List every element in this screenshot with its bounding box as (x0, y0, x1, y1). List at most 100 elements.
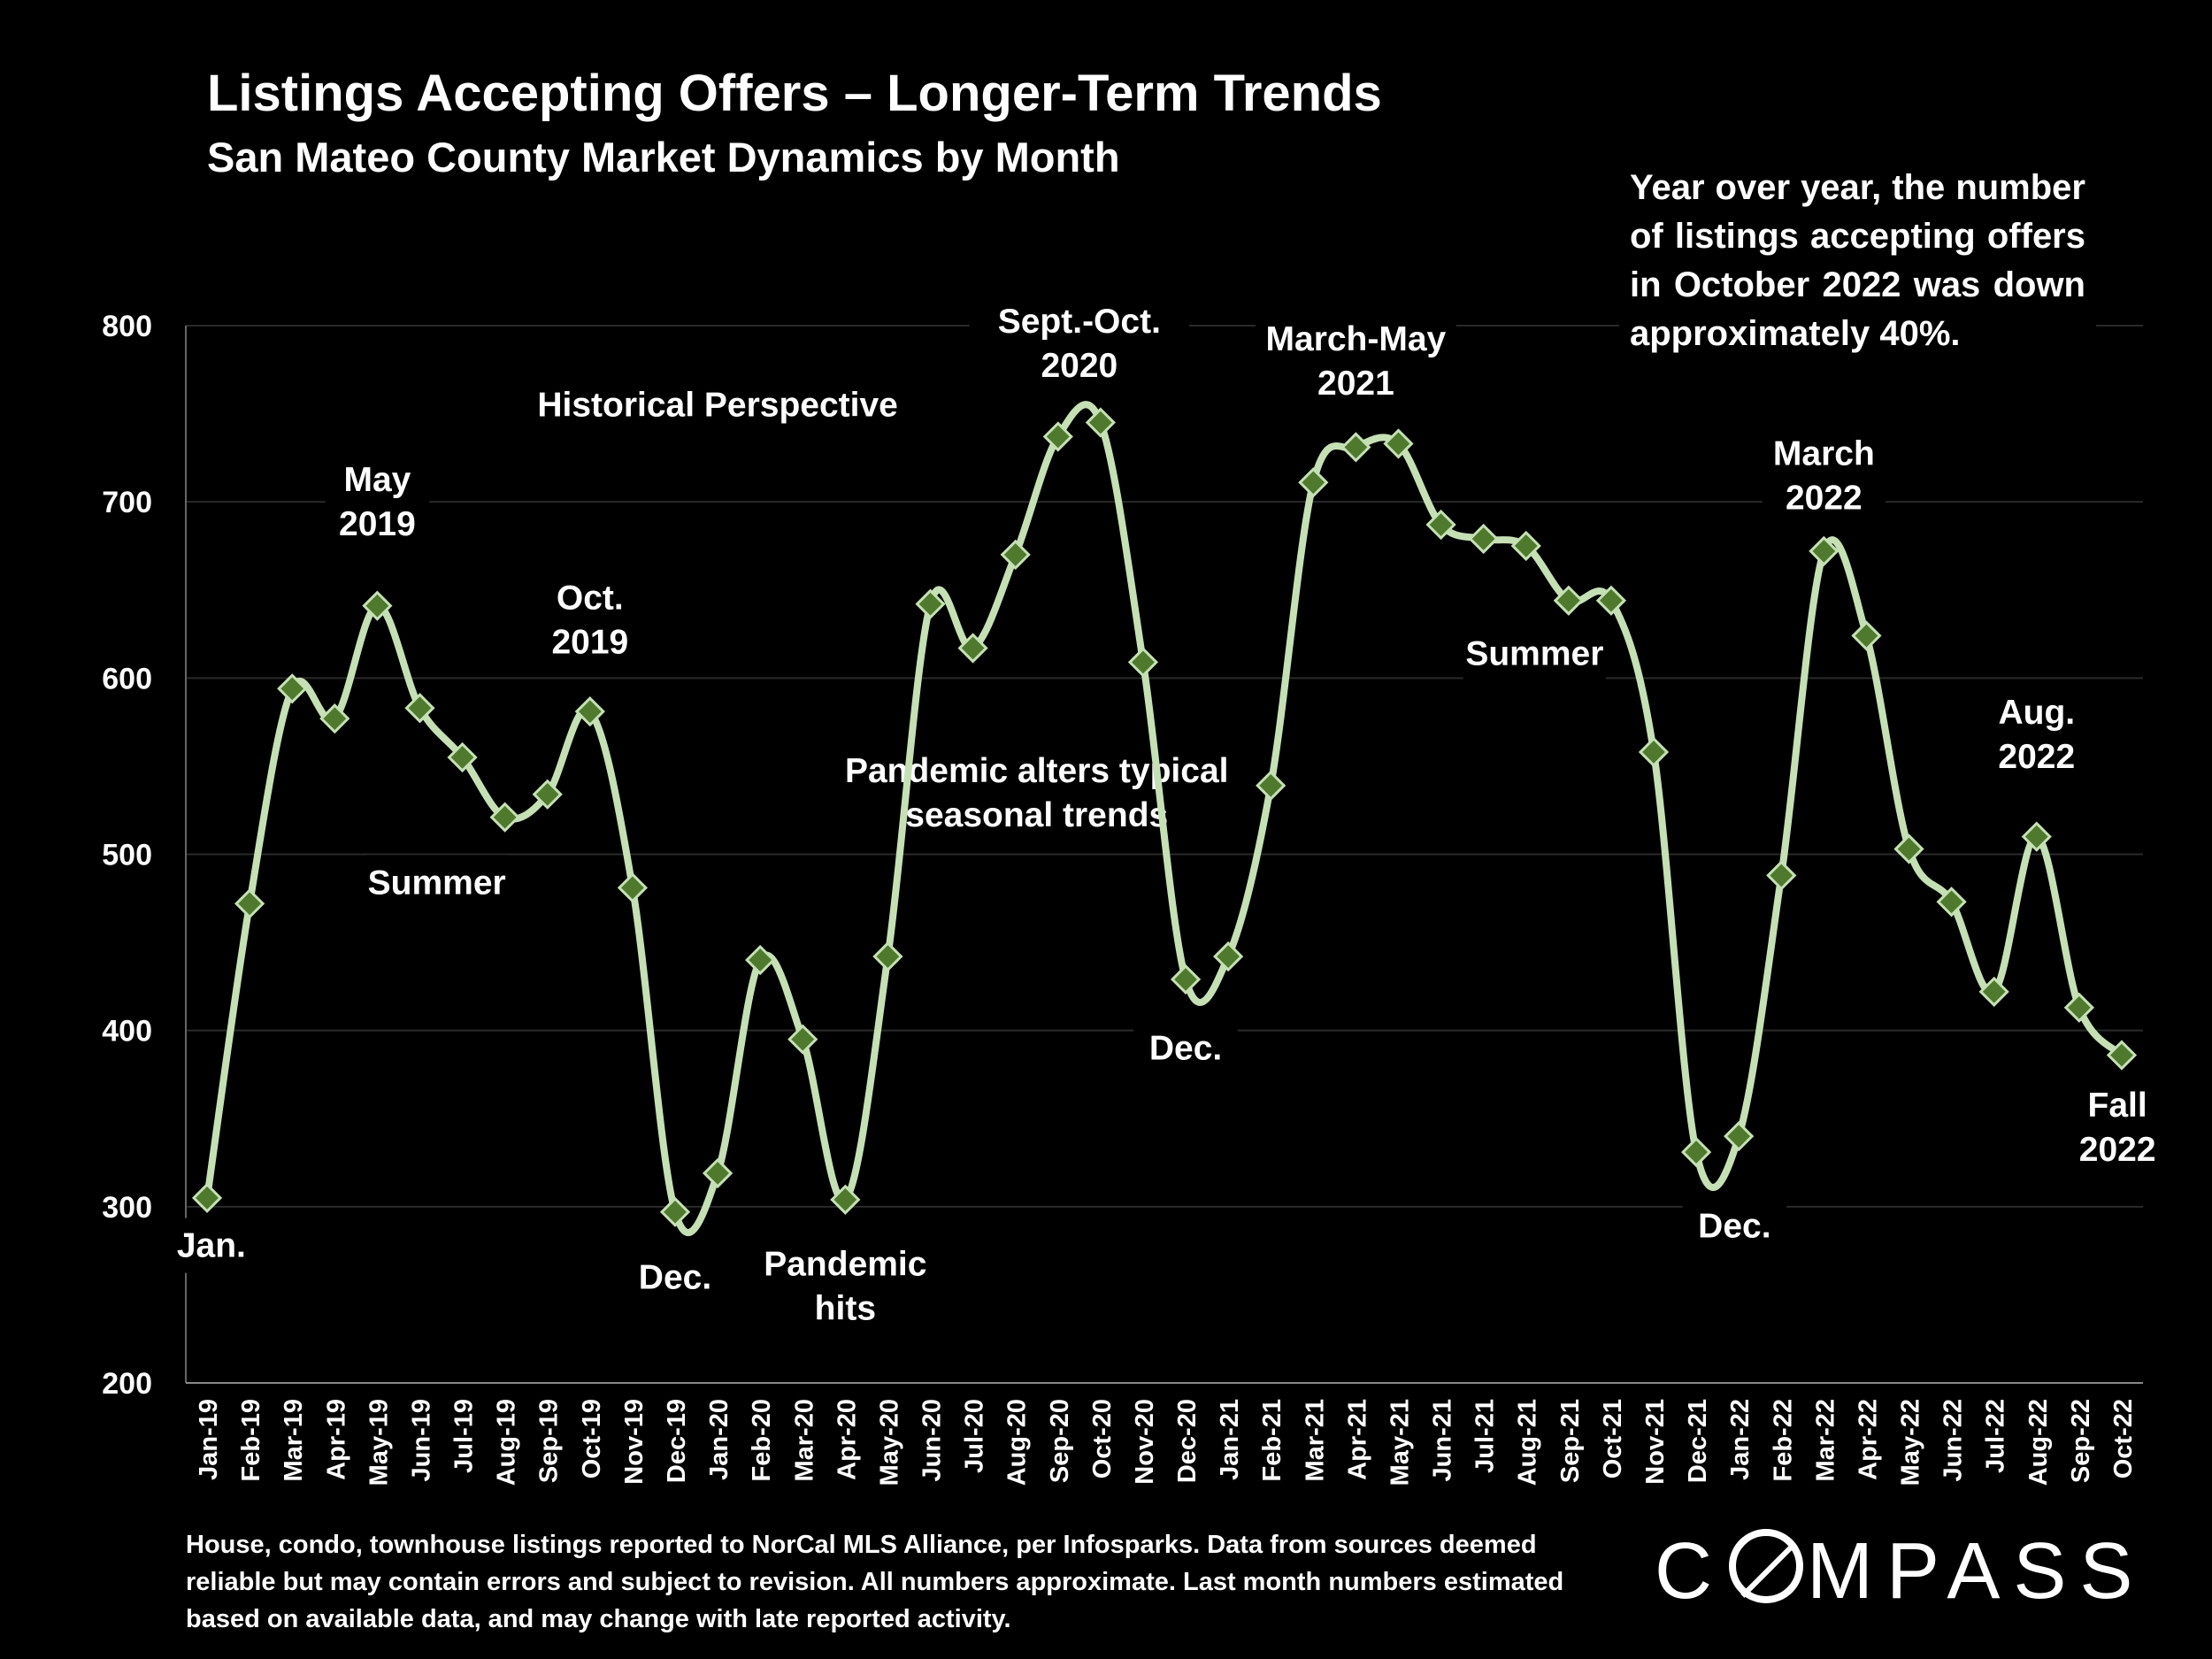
x-tick-label: Jul-19 (450, 1399, 479, 1473)
x-tick-label: Oct-19 (578, 1399, 606, 1479)
data-point-Aug-22 (2021, 821, 2052, 852)
data-point-Jun-21 (1425, 509, 1456, 541)
x-tick-label: May-22 (1897, 1399, 1925, 1486)
data-markers (191, 407, 2138, 1227)
annotation-backing (1133, 1020, 1238, 1076)
data-point-Feb-22 (1766, 860, 1797, 891)
annotation-backing (159, 1217, 264, 1273)
annotation-label: 2022 (1998, 738, 2075, 776)
x-tick-label: Feb-22 (1769, 1399, 1797, 1481)
x-tick-label: Apr-19 (322, 1399, 350, 1480)
x-tick-label: Aug-20 (1003, 1399, 1032, 1486)
annotation-label: Jan. (177, 1227, 246, 1265)
data-point-May-20 (872, 941, 903, 972)
data-point-Aug-21 (1510, 530, 1541, 562)
annotations: Historical Perspective May 2019 Oct. 2019 Sum… (159, 293, 2170, 1336)
data-point-Jul-21 (1468, 523, 1499, 555)
y-tick-label: 800 (102, 310, 152, 343)
annotation-label: Dec. (1698, 1208, 1770, 1246)
data-point-Mar-21 (1298, 467, 1329, 498)
data-point-Dec-21 (1680, 1136, 1712, 1168)
x-tick-label: Mar-20 (790, 1399, 818, 1482)
data-point-Jul-20 (957, 633, 988, 664)
data-point-Jun-22 (1936, 887, 1967, 918)
x-tick-label: Dec-19 (663, 1399, 691, 1483)
data-point-Mar-20 (787, 1024, 818, 1055)
x-tick-label: Jun-19 (407, 1399, 435, 1481)
data-point-Jan-20 (702, 1157, 733, 1189)
annotation-label: 2021 (1317, 365, 1394, 403)
x-tick-label: Sep-22 (2067, 1399, 2095, 1483)
data-point-Feb-21 (1256, 770, 1286, 801)
annotation-label: Dec. (639, 1259, 711, 1297)
x-tick-label: Jan-20 (705, 1399, 733, 1480)
annotation-label: Summer (368, 864, 506, 902)
data-point-Apr-22 (1851, 620, 1882, 651)
data-point-Aug-19 (489, 802, 520, 833)
x-axis: Jan-19 Feb-19 Mar-19 Apr-19 May-19 Jun-19 Jul-… (186, 1382, 2143, 1486)
data-point-Nov-21 (1638, 736, 1670, 768)
annotation-backing (1762, 426, 1886, 526)
data-point-Oct-21 (1595, 585, 1627, 616)
x-tick-label: Feb-21 (1258, 1399, 1286, 1481)
annotation-backing (325, 452, 430, 552)
annotation-backing (969, 293, 1190, 393)
annotation-label: 2022 (1786, 479, 1863, 517)
data-point-Feb-20 (745, 944, 776, 976)
data-point-Sep-20 (1042, 421, 1073, 452)
data-point-Sep-22 (2063, 992, 2094, 1023)
chart-title: Listings Accepting Offers – Longer-Term … (207, 65, 1382, 122)
x-tick-label: Aug-22 (2024, 1399, 2053, 1486)
y-tick-label: 700 (102, 486, 152, 519)
x-tick-label: Jan-21 (1216, 1399, 1244, 1480)
annotation-label: hits (815, 1289, 876, 1327)
annotation-label: 2019 (551, 624, 628, 662)
x-tick-label: May-21 (1386, 1399, 1414, 1486)
y-tick-label: 300 (102, 1191, 152, 1225)
data-point-May-21 (1383, 428, 1414, 459)
annotation-backing (623, 1249, 727, 1305)
x-tick-label: Dec-21 (1684, 1399, 1712, 1483)
x-tick-label: Oct-22 (2109, 1399, 2138, 1479)
annotation-label: 2022 (2079, 1131, 2156, 1169)
logo-text-end: MPASS (1807, 1527, 2147, 1616)
compass-o-icon (1729, 1529, 1803, 1603)
data-point-Jul-22 (1978, 976, 2009, 1007)
x-tick-label: Jun-22 (1939, 1399, 1968, 1481)
x-tick-label: Nov-19 (620, 1399, 649, 1485)
y-tick-label: 500 (102, 839, 152, 872)
y-tick-label: 600 (102, 662, 152, 695)
data-point-Apr-19 (319, 703, 350, 734)
data-point-Nov-19 (617, 872, 649, 903)
data-point-Mar-19 (277, 673, 308, 704)
x-tick-label: Mar-22 (1811, 1399, 1839, 1482)
annotation-backing (491, 377, 944, 433)
annotation-label: Dec. (1149, 1030, 1222, 1068)
data-point-Dec-20 (1170, 964, 1202, 995)
footnote: House, condo, townhouse listings reporte… (186, 1531, 1564, 1633)
annotation-label: 2019 (339, 505, 416, 543)
data-point-Jun-20 (915, 588, 946, 619)
data-point-Apr-21 (1340, 432, 1371, 463)
data-point-Oct-19 (574, 696, 605, 727)
annotation-label: Summer (1465, 634, 1603, 672)
x-tick-label: Jan-22 (1726, 1399, 1755, 1480)
x-tick-label: Sep-19 (535, 1399, 564, 1483)
annotation-backing (2065, 1078, 2170, 1178)
x-tick-label: Jun-20 (918, 1399, 947, 1481)
annotation-label: Aug. (1998, 694, 2075, 732)
data-point-May-19 (362, 590, 393, 621)
y-tick-label: 200 (102, 1367, 152, 1401)
annotation-backing (1985, 685, 2089, 785)
x-tick-label: Jul-22 (1982, 1399, 2010, 1473)
annotation-backing (538, 570, 642, 670)
data-point-Oct-22 (2106, 1040, 2138, 1071)
x-tick-label: Oct-20 (1088, 1399, 1117, 1479)
x-tick-label: Aug-19 (493, 1399, 521, 1486)
data-point-May-22 (1893, 833, 1924, 864)
yoy-callout: Year over year, the number of listings a… (1619, 164, 2096, 358)
annotation-label: 2020 (1041, 347, 1118, 385)
y-tick-label: 400 (102, 1015, 152, 1048)
annotation-label: seasonal trends (905, 796, 1168, 834)
annotation-label: Pandemic alters typical (845, 752, 1229, 790)
